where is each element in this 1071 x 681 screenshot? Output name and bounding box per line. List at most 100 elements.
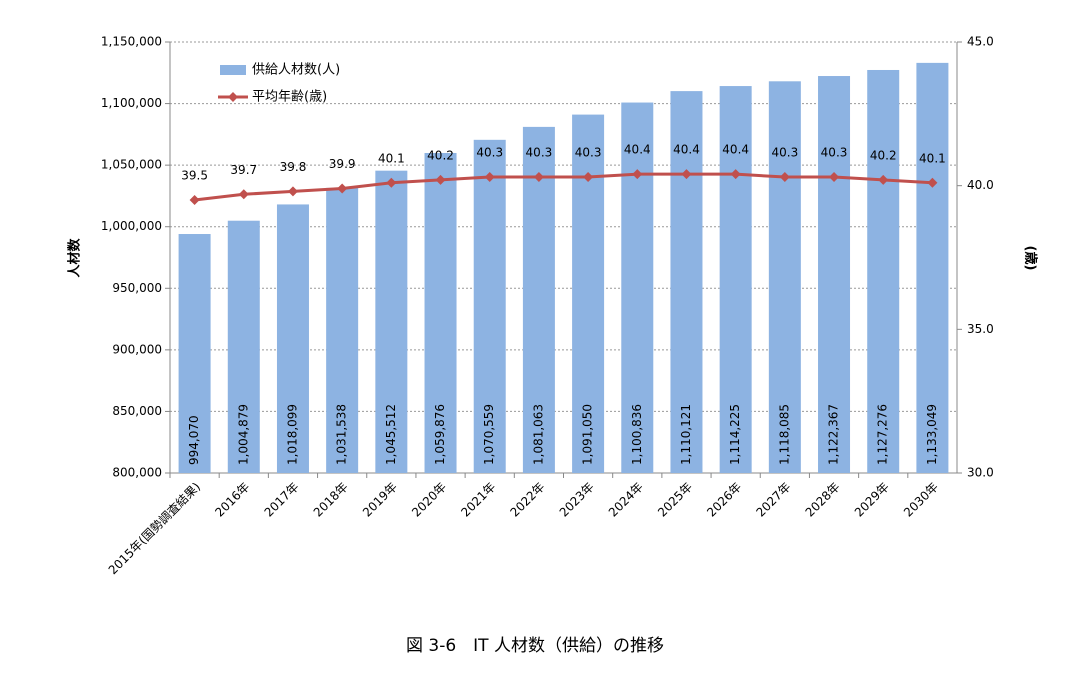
y-axis-label: 人材数 — [67, 238, 83, 278]
line-value-label: 40.2 — [870, 148, 897, 162]
bar — [818, 76, 851, 473]
legend-swatch — [220, 65, 246, 75]
line-marker — [730, 169, 741, 180]
line-marker — [189, 195, 200, 206]
bar — [768, 81, 801, 474]
x-tick-label: 2019年 — [360, 480, 400, 520]
bar-value-label: 1,081,063 — [531, 404, 545, 465]
bar-value-label: 1,133,049 — [925, 404, 939, 465]
bar-value-label: 994,070 — [187, 415, 201, 465]
line-marker — [779, 172, 790, 183]
line-marker — [632, 169, 643, 180]
bar — [621, 102, 654, 473]
bar — [276, 204, 309, 473]
bar-value-label: 1,004,879 — [236, 404, 250, 465]
y-tick-label: 800,000 — [112, 466, 162, 480]
line-value-label: 39.9 — [329, 157, 356, 171]
x-tick-label: 2015年(国勢調査結果) — [105, 479, 203, 577]
bar — [227, 220, 260, 473]
x-tick-label: 2022年 — [508, 480, 548, 520]
bar-value-label: 1,091,050 — [581, 404, 595, 465]
line-marker — [583, 172, 594, 183]
bar-value-label: 1,059,876 — [433, 404, 447, 465]
x-tick-label: 2023年 — [557, 480, 597, 520]
line-value-label: 40.4 — [722, 143, 749, 157]
bar — [473, 139, 506, 473]
y-tick-label: 950,000 — [112, 281, 162, 295]
legend-label: 供給人材数(人) — [252, 63, 340, 78]
bar — [719, 86, 752, 474]
x-tick-label: 2021年 — [458, 480, 498, 520]
line-value-label: 39.8 — [280, 160, 307, 174]
bar — [326, 187, 359, 473]
line-marker — [287, 186, 298, 197]
line-value-label: 40.3 — [575, 146, 602, 160]
line-value-label: 40.3 — [821, 146, 848, 160]
x-tick-label: 2030年 — [901, 480, 941, 520]
bar-value-label: 1,100,836 — [630, 404, 644, 465]
x-tick-label: 2027年 — [753, 480, 793, 520]
bar-value-label: 1,114,225 — [728, 404, 742, 465]
bar — [178, 234, 211, 473]
line-value-label: 40.3 — [526, 146, 553, 160]
line-value-label: 39.7 — [230, 163, 257, 177]
bar — [916, 62, 949, 473]
bar — [522, 126, 555, 473]
line-marker — [927, 177, 938, 188]
bar-value-label: 1,122,367 — [827, 404, 841, 465]
x-tick-label: 2017年 — [262, 480, 302, 520]
bar — [867, 69, 900, 474]
legend-label: 平均年齢(歳) — [252, 90, 327, 105]
line-value-label: 40.4 — [673, 143, 700, 157]
y-tick-label: 850,000 — [112, 404, 162, 418]
x-tick-label: 2016年 — [212, 480, 252, 520]
line-value-label: 40.4 — [624, 143, 651, 157]
y-tick-label: 900,000 — [112, 342, 162, 356]
line-marker — [238, 189, 249, 200]
bar-value-label: 1,045,512 — [384, 404, 398, 465]
y2-tick-label: 35.0 — [967, 322, 994, 336]
bar-value-label: 1,110,121 — [679, 404, 693, 465]
bar — [670, 91, 703, 473]
y2-axis-label: (歳) — [1023, 246, 1039, 271]
x-tick-label: 2018年 — [311, 480, 351, 520]
bar — [424, 152, 457, 473]
line-marker — [386, 177, 397, 188]
y-tick-label: 1,150,000 — [101, 35, 162, 49]
line-marker — [337, 183, 348, 194]
line — [194, 172, 933, 202]
line-marker — [829, 172, 840, 183]
y-tick-label: 1,000,000 — [101, 219, 162, 233]
line-value-label: 40.1 — [378, 151, 405, 165]
line-marker — [484, 172, 495, 183]
y-tick-label: 1,050,000 — [101, 158, 162, 172]
line-value-label: 40.3 — [771, 146, 798, 160]
y2-tick-label: 45.0 — [967, 35, 994, 49]
bar-value-label: 1,018,099 — [285, 404, 299, 465]
x-tick-label: 2025年 — [655, 480, 695, 520]
line-marker — [878, 174, 889, 185]
x-tick-label: 2020年 — [409, 480, 449, 520]
bar-value-label: 1,031,538 — [335, 404, 349, 465]
caption: 図 3-6 IT 人材数（供給）の推移 — [406, 636, 664, 656]
y2-tick-label: 30.0 — [967, 466, 994, 480]
line-marker — [533, 172, 544, 183]
x-tick-label: 2029年 — [852, 480, 892, 520]
y2-tick-label: 40.0 — [967, 178, 994, 192]
y-tick-label: 1,100,000 — [101, 96, 162, 110]
line-value-label: 40.3 — [476, 146, 503, 160]
bar-value-label: 1,118,085 — [777, 404, 791, 465]
x-tick-label: 2028年 — [803, 480, 843, 520]
legend-swatch — [228, 92, 238, 102]
x-tick-label: 2026年 — [704, 480, 744, 520]
x-tick-label: 2024年 — [606, 480, 646, 520]
line-marker — [681, 169, 692, 180]
bar — [375, 170, 408, 474]
line-value-label: 40.1 — [919, 151, 946, 165]
line-value-label: 39.5 — [181, 169, 208, 183]
bar-value-label: 1,127,276 — [876, 404, 890, 465]
bar-value-label: 1,070,559 — [482, 404, 496, 465]
line-marker — [435, 174, 446, 185]
line-value-label: 40.2 — [427, 148, 454, 162]
